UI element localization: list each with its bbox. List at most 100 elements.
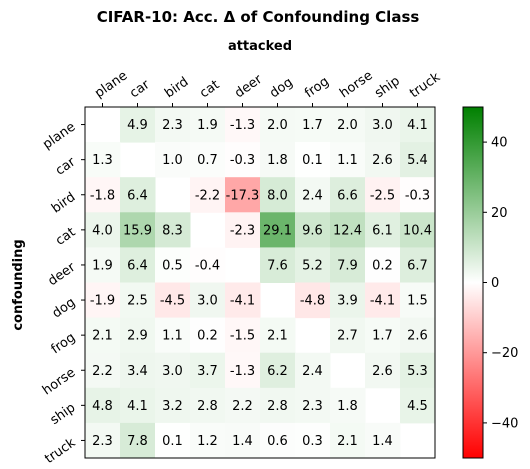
- column-tick-label: dog: [267, 75, 296, 101]
- cell-value-label: 1.0: [162, 153, 183, 168]
- heatmap-cell: [400, 107, 436, 143]
- row-tick-label: cat: [53, 225, 78, 249]
- heatmap-cell: [330, 247, 366, 283]
- column-tick-label: frog: [302, 74, 332, 101]
- cell-value-label: 4.8: [92, 399, 113, 414]
- cell-value-label: 0.1: [302, 153, 323, 168]
- cell-value-label: -0.3: [230, 153, 255, 168]
- cell-value-label: 4.5: [407, 399, 428, 414]
- heatmap-cell: [365, 352, 401, 389]
- cell-value-label: 7.9: [337, 258, 358, 273]
- heatmap-cell: [190, 107, 226, 143]
- cell-value-label: 1.5: [407, 294, 428, 309]
- cell-value-label: -1.3: [230, 118, 255, 133]
- cell-value-label: -17.3: [226, 188, 260, 203]
- heatmap-cell: [120, 247, 156, 283]
- heatmap-cell: [260, 352, 296, 389]
- heatmap-cell: [120, 282, 156, 319]
- heatmap-cell: [260, 212, 296, 248]
- cell-value-label: 15.9: [123, 223, 152, 238]
- cell-value-label: 2.1: [267, 329, 288, 344]
- cell-value-label: 6.4: [127, 188, 148, 203]
- cell-value-label: 2.7: [337, 329, 358, 344]
- heatmap-cell: [330, 317, 366, 354]
- heatmap-cell: [330, 107, 366, 143]
- cell-value-label: 6.7: [407, 258, 428, 273]
- cell-value-label: 1.9: [92, 258, 113, 273]
- heatmap-cell: [330, 282, 366, 319]
- heatmap-cell: [155, 212, 191, 248]
- heatmap-cell: [365, 107, 401, 143]
- cell-value-label: 2.6: [372, 364, 393, 379]
- heatmap-cell: [155, 247, 191, 283]
- row-tick-label: horse: [40, 365, 78, 398]
- cell-value-label: 3.0: [197, 294, 218, 309]
- heatmap-cell-labels: 4.9 2.3 1.9 -1.3 2.0 1.7 2.0 3.0 4.1 1.3 1.0 0.7 -0.…: [90, 118, 432, 449]
- row-tick-label: car: [53, 154, 79, 178]
- heatmap-cell: [260, 247, 296, 283]
- cell-value-label: 2.4: [302, 364, 323, 379]
- cell-value-label: -4.1: [370, 294, 395, 309]
- cell-value-label: 0.7: [197, 153, 218, 168]
- cell-value-label: 3.2: [162, 399, 183, 414]
- heatmap-cell: [155, 387, 191, 424]
- cell-value-label: -0.4: [195, 258, 220, 273]
- cell-value-label: 2.2: [92, 364, 113, 379]
- cell-value-label: 2.0: [267, 118, 288, 133]
- column-tick-label: cat: [197, 77, 222, 101]
- x-axis-label: attacked: [228, 39, 292, 54]
- cell-value-label: 1.2: [197, 434, 218, 449]
- cell-value-label: -1.3: [230, 364, 255, 379]
- heatmap-cell: [120, 387, 156, 424]
- cell-value-label: 2.6: [372, 153, 393, 168]
- heatmap-cell: [85, 422, 121, 459]
- heatmap-cell: [120, 422, 156, 459]
- colorbar-tick-label: −20: [491, 346, 518, 361]
- column-tick-label: truck: [407, 70, 443, 102]
- column-tick-label: ship: [372, 74, 403, 102]
- cell-value-label: 6.4: [127, 258, 148, 273]
- column-tick-label: deer: [232, 72, 265, 102]
- heatmap-cell: [365, 317, 401, 354]
- heatmap-cell: [260, 177, 296, 213]
- heatmap-cell: [400, 352, 436, 389]
- cell-value-label: 0.5: [162, 258, 183, 273]
- heatmap-cell: [400, 142, 436, 178]
- heatmap-cell: [85, 352, 121, 389]
- heatmap-cell: [120, 177, 156, 213]
- heatmap-cell: [85, 247, 121, 283]
- heatmap-cell: [365, 422, 401, 459]
- heatmap-cell: [85, 282, 121, 319]
- cell-value-label: 2.6: [407, 329, 428, 344]
- row-tick-label: ship: [48, 400, 79, 428]
- heatmap-cell: [260, 142, 296, 178]
- cell-value-label: 2.4: [302, 188, 323, 203]
- cell-value-label: 1.7: [372, 329, 393, 344]
- cell-value-label: 0.2: [372, 258, 393, 273]
- row-tick-label: truck: [42, 435, 78, 467]
- heatmap-cell: [365, 282, 401, 319]
- cell-value-label: 0.1: [162, 434, 183, 449]
- heatmap-cells: [85, 107, 436, 459]
- heatmap-cell: [190, 352, 226, 389]
- heatmap-cell: [400, 177, 436, 213]
- heatmap-cell: [225, 387, 261, 424]
- heatmap-cell: [225, 142, 261, 178]
- heatmap-cell: [120, 212, 156, 248]
- heatmap-cell: [225, 212, 261, 248]
- heatmap-cell: [190, 317, 226, 354]
- heatmap-cell: [260, 387, 296, 424]
- colorbar-ticks: 40 20 0 −20 −40: [483, 136, 518, 431]
- colorbar-tick-label: 0: [491, 276, 499, 291]
- row-tick-label: plane: [40, 120, 78, 153]
- heatmap-cell: [295, 212, 331, 248]
- cell-value-label: -2.2: [195, 188, 220, 203]
- heatmap-cell: [400, 247, 436, 283]
- heatmap-cell: [190, 177, 226, 213]
- cell-value-label: 1.4: [372, 434, 393, 449]
- heatmap-cell: [260, 422, 296, 459]
- chart-title: CIFAR-10: Acc. Δ of Confounding Class: [97, 8, 420, 26]
- cell-value-label: -2.5: [370, 188, 395, 203]
- heatmap-cell: [190, 282, 226, 319]
